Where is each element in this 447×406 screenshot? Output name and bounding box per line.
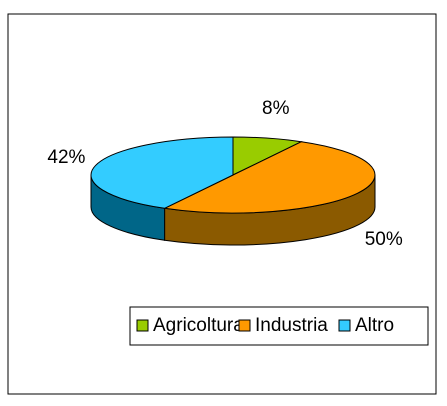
pie-slice: [90, 136, 234, 209]
data-label: 50%: [365, 229, 403, 250]
data-label: 8%: [262, 98, 290, 119]
legend-label: Altro: [355, 315, 394, 336]
pie-slice: [162, 141, 376, 214]
legend-swatch: [136, 319, 149, 332]
legend-label: Industria: [255, 315, 328, 336]
legend-swatch: [238, 319, 251, 332]
legend-swatch: [338, 319, 351, 332]
legend-label: Agricoltura: [153, 315, 244, 336]
legend-box: [129, 306, 429, 346]
data-label: 42%: [47, 147, 85, 168]
